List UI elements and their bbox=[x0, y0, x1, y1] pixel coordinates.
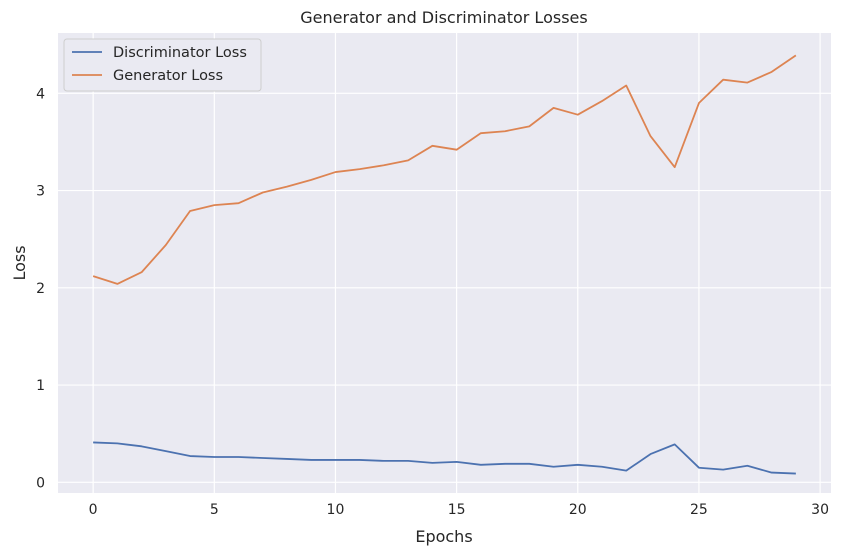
y-tick-label: 2 bbox=[36, 281, 45, 297]
plot-background bbox=[58, 33, 831, 493]
y-axis-label: Loss bbox=[10, 245, 29, 280]
legend-label-discriminator: Discriminator Loss bbox=[113, 45, 247, 61]
x-tick-label: 5 bbox=[210, 502, 219, 518]
x-tick-label: 0 bbox=[89, 502, 98, 518]
x-tick-labels: 0 5 10 15 20 25 30 bbox=[89, 502, 829, 518]
y-tick-labels: 0 1 2 3 4 bbox=[36, 86, 45, 491]
y-tick-label: 0 bbox=[36, 475, 45, 491]
series-layer bbox=[92, 54, 797, 475]
x-axis-label: Epochs bbox=[415, 527, 472, 546]
legend-label-generator: Generator Loss bbox=[113, 68, 223, 84]
legend-box bbox=[63, 38, 262, 92]
x-tick-label: 10 bbox=[327, 502, 345, 518]
discriminator-loss-line bbox=[93, 441, 796, 475]
chart-title: Generator and Discriminator Losses bbox=[300, 8, 587, 27]
legend: Discriminator Loss Generator Loss bbox=[63, 38, 262, 92]
y-tick-label: 1 bbox=[36, 378, 45, 394]
x-tick-label: 25 bbox=[690, 502, 708, 518]
y-tick-label: 3 bbox=[36, 184, 45, 200]
x-tick-label: 20 bbox=[569, 502, 587, 518]
generator-loss-line bbox=[92, 54, 797, 285]
grid-lines bbox=[58, 33, 831, 493]
y-tick-label: 4 bbox=[36, 86, 45, 102]
x-tick-label: 15 bbox=[448, 502, 466, 518]
x-tick-label: 30 bbox=[811, 502, 829, 518]
